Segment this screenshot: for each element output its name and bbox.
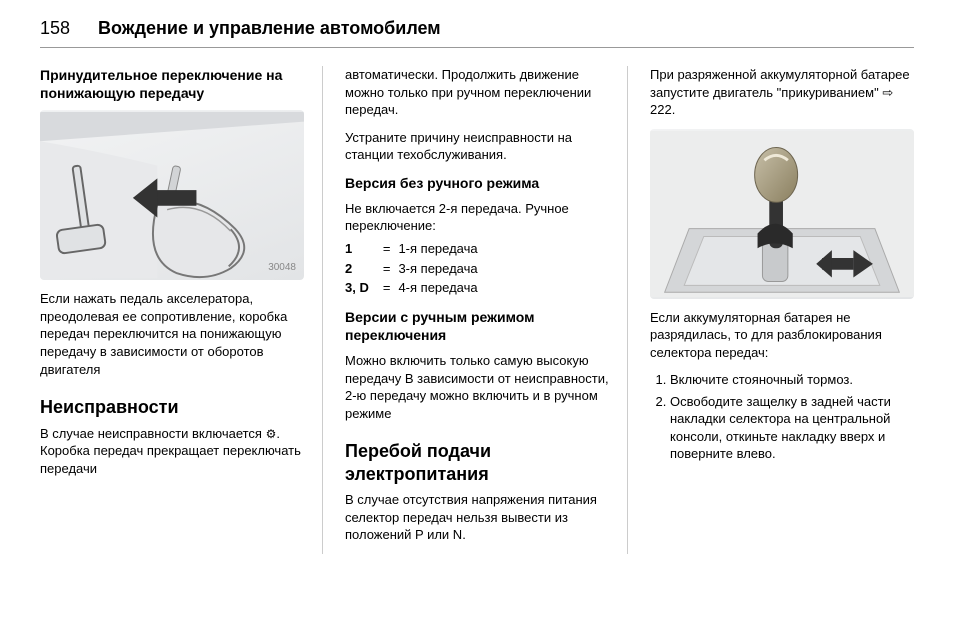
service-text: Устраните причину неисправности на станц… (345, 129, 609, 164)
no-manual-heading: Версия без ручного режима (345, 174, 609, 192)
page-title: Вождение и управление автомобилем (98, 18, 441, 39)
gear-pos: 2 (345, 259, 375, 279)
table-row: 1=1-я передача (345, 239, 484, 259)
battery-text-a: При разряженной аккумуляторной батарее з… (650, 67, 910, 100)
gear-warning-icon: ⚙ (266, 426, 277, 442)
battery-text: При разряженной аккумуляторной батарее з… (650, 66, 914, 119)
manual-text: Можно включить только самую высокую пере… (345, 352, 609, 422)
kickdown-text: Если нажать педаль акселератора, преодол… (40, 290, 304, 378)
power-heading: Перебой подачи электропитания (345, 440, 609, 485)
ref-arrow-icon: ⇨ (882, 85, 893, 100)
gear-eq: = (375, 239, 399, 259)
table-row: 2=3-я передача (345, 259, 484, 279)
gear-pos: 1 (345, 239, 375, 259)
column-1: Принудительное переключение на понижающу… (40, 66, 323, 554)
gear-val: 1-я передача (398, 239, 483, 259)
content-columns: Принудительное переключение на понижающу… (40, 66, 914, 554)
list-item: Освободите защелку в задней части наклад… (670, 393, 914, 463)
list-item: Включите стояночный тормоз. (670, 371, 914, 389)
gear-eq: = (375, 278, 399, 298)
no-manual-text: Не включается 2-я передача. Ручное перек… (345, 200, 609, 235)
table-row: 3, D=4-я передача (345, 278, 484, 298)
manual-page: 158 Вождение и управление автомобилем Пр… (0, 0, 954, 574)
manual-heading: Версии с ручным режимом переключения (345, 308, 609, 344)
release-steps: Включите стояночный тормоз. Освободите за… (650, 371, 914, 463)
figure-label: 30048 (268, 261, 296, 275)
kickdown-figure: 30048 (40, 110, 304, 280)
battery-ref: 222. (650, 102, 675, 117)
faults-heading: Неисправности (40, 396, 304, 419)
release-intro: Если аккумуляторная батарея не разрядила… (650, 309, 914, 362)
gear-pos: 3, D (345, 278, 375, 298)
selector-illustration (650, 129, 914, 299)
page-number: 158 (40, 18, 70, 39)
gear-table-body: 1=1-я передача2=3-я передача3, D=4-я пер… (345, 239, 484, 298)
gear-val: 3-я передача (398, 259, 483, 279)
kickdown-heading: Принудительное переключение на понижающу… (40, 66, 304, 102)
page-header: 158 Вождение и управление автомобилем (40, 18, 914, 48)
selector-figure (650, 129, 914, 299)
column-3: При разряженной аккумуляторной батарее з… (650, 66, 914, 554)
column-2: автоматически. Продолжить движение можно… (345, 66, 628, 554)
gear-val: 4-я передача (398, 278, 483, 298)
faults-text: В случае неисправности включается ⚙. Кор… (40, 425, 304, 478)
gear-eq: = (375, 259, 399, 279)
power-text: В случае отсутствия напряжения питания с… (345, 491, 609, 544)
faults-text-a: В случае неисправности включается (40, 426, 266, 441)
gear-table: 1=1-я передача2=3-я передача3, D=4-я пер… (345, 239, 484, 298)
cont-text: автоматически. Продолжить движение можно… (345, 66, 609, 119)
pedal-illustration (40, 110, 304, 280)
